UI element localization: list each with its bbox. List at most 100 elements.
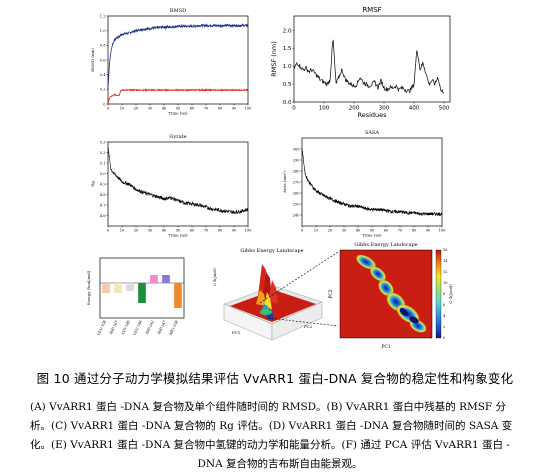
gyrate-ytick-label: 4.9 bbox=[100, 182, 106, 186]
rmsd-xtick-label: 0 bbox=[107, 107, 110, 111]
rmsf-xtick-label: 100 bbox=[319, 106, 330, 112]
rmsd-xtick-label: 80 bbox=[218, 107, 223, 111]
caption-line-3: 化。(E) VvARR1 蛋白 -DNA 复合物中氢键的动力学和能量分析。(F)… bbox=[30, 439, 510, 451]
figure-caption-title: 图 10 通过分子动力学模拟结果评估 VvARR1 蛋白-DNA 复合物的稳定性… bbox=[36, 371, 514, 386]
rmsf-ytick-label: 2.0 bbox=[283, 28, 292, 34]
gyrate-xtick-label: 40 bbox=[162, 229, 167, 233]
gyrate-ytick-label: 4.8 bbox=[100, 193, 106, 197]
colorbar-tick-label: 14 bbox=[443, 259, 448, 263]
caption-line-2: 析。(C) VvARR1 蛋白 -DNA 复合物的 Rg 评估。(D) VvAR… bbox=[30, 420, 513, 432]
rmsf-series-line-0 bbox=[293, 39, 445, 94]
energy-bar bbox=[174, 283, 182, 308]
rmsf-ytick-label: 1.0 bbox=[283, 64, 292, 70]
sasa-chart: SASA 0 10 20 30 40 50 60 70 80 90 100 240 250 260 270 28… bbox=[282, 130, 447, 238]
sasa-title: SASA bbox=[365, 130, 379, 136]
colorbar bbox=[435, 249, 442, 339]
gyrate-xtick-label: 10 bbox=[120, 229, 125, 233]
rmsd-series-line-1 bbox=[107, 88, 249, 105]
rmsd-xtick-label: 50 bbox=[176, 107, 181, 111]
sasa-xtick-label: 50 bbox=[370, 229, 375, 233]
gibbs-2d-landscape: Gibbs Energy Landscape PC1 PC2 0 2 4 6 8 10 12… bbox=[328, 242, 453, 350]
energy-category-label: ASP-242 bbox=[144, 320, 155, 337]
sasa-xtick-label: 40 bbox=[356, 229, 361, 233]
rmsd-xtick-label: 90 bbox=[232, 107, 237, 111]
sasa-series-line-0 bbox=[301, 149, 443, 217]
rmsf-xtick-label: 200 bbox=[349, 106, 360, 112]
energy-category-label: GLU-186 bbox=[132, 319, 143, 336]
colorbar-tick-label: 8 bbox=[443, 292, 445, 296]
rmsd-xtick-label: 70 bbox=[204, 107, 209, 111]
caption-line-4: DNA 复合物的吉布斯自由能景观。 bbox=[197, 458, 363, 470]
energy-bar bbox=[150, 275, 158, 283]
gyrate-xtick-label: 0 bbox=[107, 229, 110, 233]
energy-ylabel: Energy (kcal/mol) bbox=[86, 270, 91, 305]
sasa-ytick-label: 280 bbox=[293, 169, 301, 173]
gyrate-xtick-label: 100 bbox=[245, 229, 253, 233]
rmsd-xtick-label: 20 bbox=[134, 107, 139, 111]
gyrate-xtick-label: 50 bbox=[176, 229, 181, 233]
sasa-xtick-label: 100 bbox=[439, 229, 447, 233]
rmsd-ytick-label: 0.4 bbox=[100, 73, 106, 77]
gyrate-ytick-label: 5.2 bbox=[100, 151, 106, 155]
gyrate-ytick-label: 5.0 bbox=[100, 172, 106, 176]
fel3d-zlabel: G (kJ/mol) bbox=[213, 267, 217, 286]
gyrate-xtick-label: 70 bbox=[204, 229, 209, 233]
rmsf-title: RMSF bbox=[362, 6, 381, 14]
fel2d-ylabel: PC2 bbox=[328, 289, 334, 298]
colorbar-tick-label: 4 bbox=[443, 314, 446, 318]
sasa-xtick-label: 0 bbox=[301, 229, 304, 233]
energy-category-label: ASP-167 bbox=[108, 319, 119, 336]
energy-bar bbox=[114, 283, 122, 293]
rmsd-ytick-label: 0.8 bbox=[100, 44, 106, 48]
rmsd-xtick-label: 10 bbox=[120, 107, 125, 111]
rmsf-ylabel: RMSF (nm) bbox=[270, 41, 278, 77]
energy-bar bbox=[162, 275, 170, 283]
energy-category-label: ASP-247 bbox=[156, 319, 167, 336]
fel2d-title: Gibbs Energy Landscape bbox=[354, 242, 417, 248]
rmsd-xtick-label: 40 bbox=[162, 107, 167, 111]
sasa-ytick-label: 240 bbox=[293, 213, 301, 217]
gyrate-series-line-0 bbox=[107, 147, 249, 215]
sasa-xtick-label: 20 bbox=[328, 229, 333, 233]
energy-bar bbox=[126, 283, 134, 291]
gyrate-xtick-label: 80 bbox=[218, 229, 223, 233]
rmsd-xtick-label: 100 bbox=[245, 107, 253, 111]
energy-category-label: ARG-338 bbox=[168, 319, 179, 337]
sasa-xtick-label: 30 bbox=[342, 229, 347, 233]
sasa-ytick-label: 250 bbox=[293, 202, 301, 206]
sasa-xtick-label: 60 bbox=[384, 229, 389, 233]
rmsd-ytick-label: 0.2 bbox=[100, 88, 106, 92]
rmsf-xtick-label: 500 bbox=[439, 106, 450, 112]
rmsd-ylabel: RMSD (nm) bbox=[90, 48, 95, 72]
zoom-connector bbox=[259, 251, 339, 327]
gyrate-xtick-label: 30 bbox=[148, 229, 153, 233]
sasa-xtick-label: 10 bbox=[314, 229, 319, 233]
rmsf-ytick-label: 0.0 bbox=[283, 100, 292, 106]
sasa-xtick-label: 80 bbox=[412, 229, 417, 233]
colorbar-tick-label: 16 bbox=[443, 248, 447, 252]
gyrate-chart: Gyrate 0 10 20 30 40 50 60 70 80 90 100 4.6 4.7 4.8 4.9… bbox=[90, 134, 253, 238]
rmsd-xtick-label: 60 bbox=[190, 107, 195, 111]
colorbar-tick-label: 12 bbox=[443, 270, 447, 274]
rmsf-xtick-label: 300 bbox=[379, 106, 390, 112]
fel2d-xlabel: PC1 bbox=[381, 344, 390, 350]
rmsf-ytick-label: 1.5 bbox=[283, 46, 292, 52]
energy-category-label: GLU-108 bbox=[96, 319, 107, 336]
energy-bar bbox=[102, 283, 110, 293]
sasa-ytick-label: 290 bbox=[293, 158, 301, 162]
colorbar-tick-label: 6 bbox=[443, 303, 445, 307]
colorbar-tick-label: 10 bbox=[443, 281, 447, 285]
energy-category-label: LYS-180 bbox=[121, 319, 131, 335]
rmsf-xtick-label: 0 bbox=[292, 106, 296, 112]
energy-frame bbox=[99, 257, 185, 319]
rmsf-frame bbox=[293, 15, 451, 103]
rmsf-ytick-label: 0.5 bbox=[283, 82, 292, 88]
sasa-ytick-label: 260 bbox=[293, 191, 301, 195]
rmsf-xtick-label: 400 bbox=[409, 106, 420, 112]
gyrate-xtick-label: 90 bbox=[232, 229, 237, 233]
rmsd-title: RMSD bbox=[170, 8, 186, 14]
rmsd-series-line-0 bbox=[107, 23, 249, 90]
figure-caption-body: (A) VvARR1 蛋白 -DNA 复合物及单个组件随时间的 RMSD。(B)… bbox=[30, 398, 530, 474]
sasa-ytick-label: 270 bbox=[293, 180, 301, 184]
gyrate-xtick-label: 20 bbox=[134, 229, 139, 233]
